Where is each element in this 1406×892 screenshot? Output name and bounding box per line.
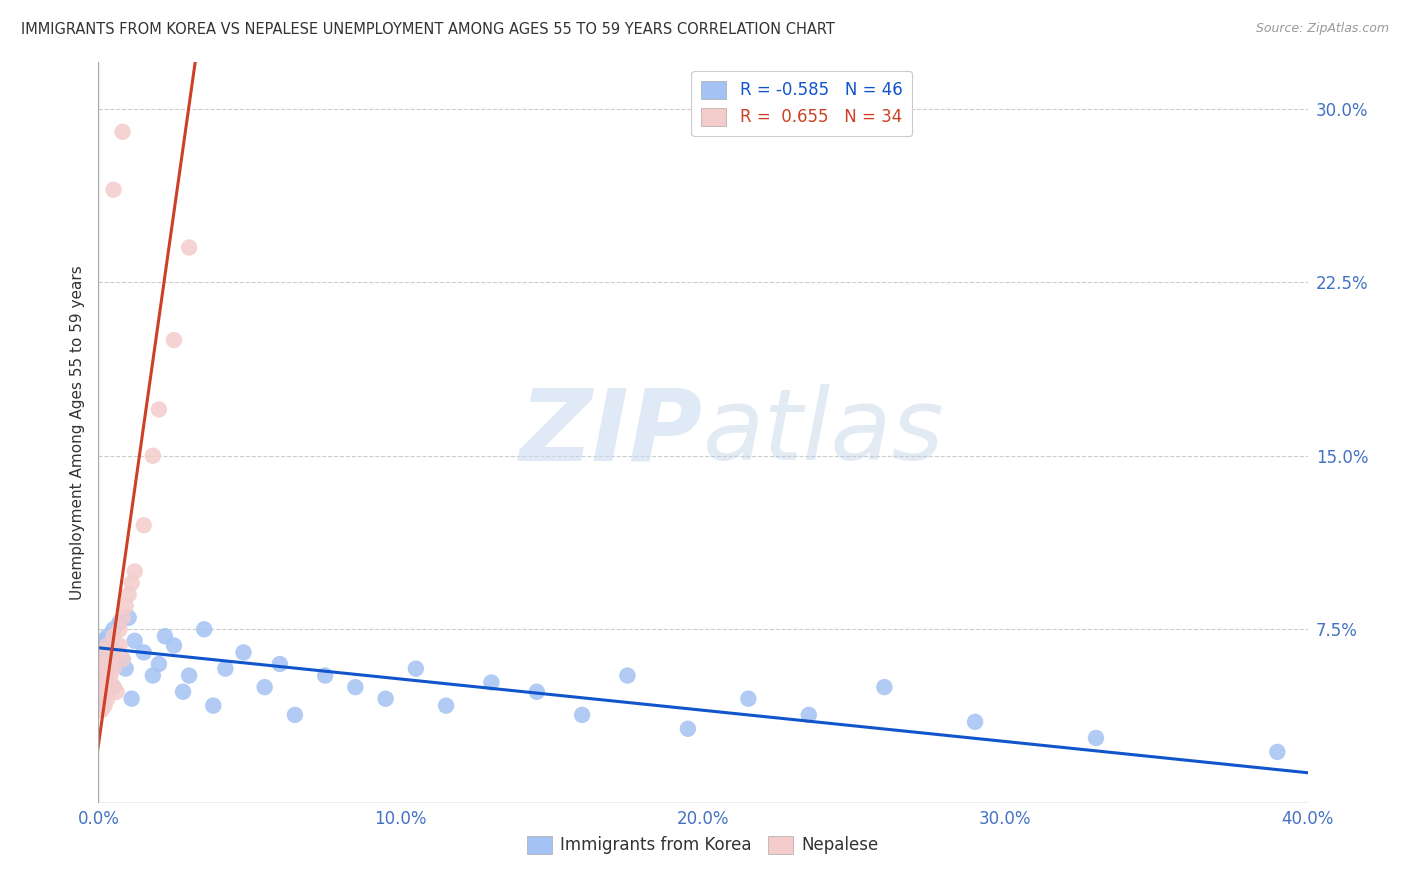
Point <box>93 685 115 699</box>
Point <box>873 680 896 694</box>
Point <box>100 657 122 671</box>
Point <box>96 662 118 676</box>
Point <box>111 610 134 624</box>
Point <box>132 645 155 659</box>
Point <box>179 668 201 682</box>
Point <box>232 645 254 659</box>
Point <box>405 662 427 676</box>
Point <box>193 622 215 636</box>
Point <box>1085 731 1108 745</box>
Point <box>93 698 115 713</box>
Point <box>676 722 699 736</box>
Point <box>526 685 548 699</box>
Point <box>132 518 155 533</box>
Point <box>737 691 759 706</box>
Point <box>103 629 125 643</box>
Point <box>93 645 115 659</box>
Point <box>90 703 112 717</box>
Point <box>344 680 367 694</box>
Point <box>284 707 307 722</box>
Text: atlas: atlas <box>703 384 945 481</box>
Point <box>214 662 236 676</box>
Point <box>93 633 115 648</box>
Point <box>90 680 112 694</box>
Point <box>114 662 136 676</box>
Point <box>148 402 170 417</box>
Point <box>103 680 125 694</box>
Point <box>100 639 122 653</box>
Point <box>121 691 143 706</box>
Point <box>616 668 638 682</box>
Point <box>111 652 134 666</box>
Point <box>108 622 131 636</box>
Point <box>163 333 186 347</box>
Y-axis label: Unemployment Among Ages 55 to 59 years: Unemployment Among Ages 55 to 59 years <box>69 265 84 600</box>
Point <box>124 633 146 648</box>
Point <box>163 639 186 653</box>
Point <box>121 576 143 591</box>
Point <box>124 565 146 579</box>
Point <box>93 668 115 682</box>
Point <box>118 588 141 602</box>
Point <box>148 657 170 671</box>
Point <box>153 629 176 643</box>
Point <box>111 125 134 139</box>
Point <box>93 662 115 676</box>
Point <box>96 629 118 643</box>
Point <box>314 668 336 682</box>
Point <box>90 691 112 706</box>
Point <box>90 645 112 659</box>
Point <box>118 610 141 624</box>
Point <box>100 657 122 671</box>
Point <box>797 707 820 722</box>
Point <box>172 685 194 699</box>
Point <box>103 680 125 694</box>
Point <box>114 599 136 614</box>
Point <box>103 622 125 636</box>
Point <box>105 685 128 699</box>
Point <box>269 657 291 671</box>
Legend: Immigrants from Korea, Nepalese: Immigrants from Korea, Nepalese <box>520 829 886 861</box>
Point <box>1267 745 1289 759</box>
Point <box>90 668 112 682</box>
Point <box>100 668 122 682</box>
Text: IMMIGRANTS FROM KOREA VS NEPALESE UNEMPLOYMENT AMONG AGES 55 TO 59 YEARS CORRELA: IMMIGRANTS FROM KOREA VS NEPALESE UNEMPL… <box>21 22 835 37</box>
Point <box>103 183 125 197</box>
Text: ZIP: ZIP <box>520 384 703 481</box>
Point <box>111 652 134 666</box>
Point <box>202 698 225 713</box>
Point <box>108 639 131 653</box>
Point <box>142 449 165 463</box>
Text: Source: ZipAtlas.com: Source: ZipAtlas.com <box>1256 22 1389 36</box>
Point <box>481 675 503 690</box>
Point <box>103 662 125 676</box>
Point <box>96 639 118 653</box>
Point <box>96 675 118 690</box>
Point <box>571 707 593 722</box>
Point <box>142 668 165 682</box>
Point <box>253 680 276 694</box>
Point <box>374 691 396 706</box>
Point <box>179 240 201 255</box>
Point <box>434 698 457 713</box>
Point <box>108 615 131 630</box>
Point <box>90 657 112 671</box>
Point <box>965 714 987 729</box>
Point <box>105 645 128 659</box>
Point <box>105 645 128 659</box>
Point <box>96 691 118 706</box>
